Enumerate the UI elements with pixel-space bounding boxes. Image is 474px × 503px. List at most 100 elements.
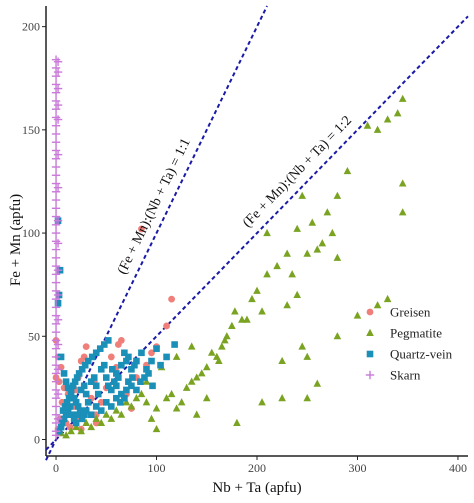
data-point xyxy=(138,225,145,233)
series-skarn xyxy=(51,55,63,440)
data-point xyxy=(51,270,61,279)
data-point xyxy=(51,63,61,73)
data-point xyxy=(84,357,92,365)
data-point xyxy=(248,294,256,303)
data-point xyxy=(90,374,98,381)
legend-label: Greisen xyxy=(390,305,431,320)
data-point xyxy=(53,57,63,66)
data-point xyxy=(53,365,63,374)
data-point xyxy=(74,411,82,419)
data-point xyxy=(117,399,124,406)
data-point xyxy=(115,374,122,381)
data-point xyxy=(51,385,61,395)
data-point xyxy=(343,166,352,175)
data-point xyxy=(353,311,362,319)
data-point xyxy=(51,55,61,64)
data-point xyxy=(308,218,317,226)
data-point xyxy=(283,301,291,309)
data-point xyxy=(163,353,170,361)
y-tick-label: 150 xyxy=(22,123,40,137)
data-point xyxy=(51,286,61,296)
y-tick-label: 100 xyxy=(22,226,40,240)
data-point xyxy=(128,382,135,390)
data-point xyxy=(187,342,196,350)
data-point xyxy=(72,399,80,406)
data-point xyxy=(128,366,135,373)
data-point xyxy=(51,129,61,139)
series-quartz-vein xyxy=(54,217,178,435)
data-point xyxy=(51,228,61,238)
data-point xyxy=(333,332,342,340)
reference-line-label-2: (Fe + Mn):(Nb + Ta) = 1:2 xyxy=(240,113,355,230)
data-point xyxy=(51,303,61,312)
data-point xyxy=(143,366,150,373)
data-point xyxy=(125,378,132,385)
data-point xyxy=(51,344,61,353)
data-point xyxy=(82,407,90,414)
data-point xyxy=(62,411,70,419)
data-point xyxy=(71,378,79,385)
data-point xyxy=(273,261,281,270)
data-point xyxy=(363,121,372,129)
legend-item: Pegmatite xyxy=(366,326,442,341)
data-point xyxy=(78,415,86,423)
data-point xyxy=(197,369,206,377)
data-point xyxy=(278,356,286,365)
data-point xyxy=(125,353,132,361)
data-point xyxy=(53,389,63,399)
data-point xyxy=(77,427,85,435)
x-axis-label: Nb + Ta (apfu) xyxy=(212,480,301,496)
data-point xyxy=(51,418,61,428)
data-point xyxy=(51,431,61,440)
data-point xyxy=(70,415,78,423)
legend-label: Pegmatite xyxy=(390,326,442,341)
data-point xyxy=(258,398,266,406)
data-point xyxy=(51,278,61,287)
data-point xyxy=(72,419,80,427)
data-point xyxy=(202,363,211,371)
data-point xyxy=(121,394,128,402)
data-points xyxy=(51,55,407,440)
data-point xyxy=(373,301,382,309)
data-point xyxy=(218,342,226,350)
y-axis-label: Fe + Mn (apfu) xyxy=(8,194,24,286)
y-tick-label: 200 xyxy=(22,20,40,34)
data-point xyxy=(215,356,223,365)
data-point xyxy=(51,261,61,271)
data-point xyxy=(113,394,120,402)
data-point xyxy=(53,266,63,275)
data-point xyxy=(80,382,88,390)
legend-item: Quartz-vein xyxy=(366,347,453,362)
data-point xyxy=(51,146,61,155)
data-point xyxy=(97,407,105,414)
x-tick-label: 100 xyxy=(148,461,166,475)
data-point xyxy=(172,404,181,412)
data-point xyxy=(53,290,63,300)
data-point xyxy=(102,399,110,406)
data-point xyxy=(51,253,61,263)
data-point xyxy=(111,378,118,385)
data-point xyxy=(131,361,138,369)
data-point xyxy=(51,220,61,230)
data-point xyxy=(94,390,102,398)
data-point xyxy=(87,411,95,419)
data-point xyxy=(53,183,63,192)
data-point xyxy=(383,294,392,303)
data-point xyxy=(51,154,61,163)
data-point xyxy=(51,171,61,180)
data-point xyxy=(51,204,61,213)
data-point xyxy=(51,377,61,386)
data-point xyxy=(123,386,130,394)
data-point xyxy=(78,366,86,373)
data-point xyxy=(51,212,61,221)
data-point xyxy=(373,125,382,133)
data-point xyxy=(118,390,125,398)
data-point xyxy=(187,377,196,385)
data-point xyxy=(293,224,301,232)
data-point xyxy=(97,418,106,426)
data-point xyxy=(64,407,72,414)
data-point xyxy=(172,352,181,360)
data-point xyxy=(107,353,115,361)
data-point xyxy=(118,361,125,369)
data-point xyxy=(383,115,392,123)
